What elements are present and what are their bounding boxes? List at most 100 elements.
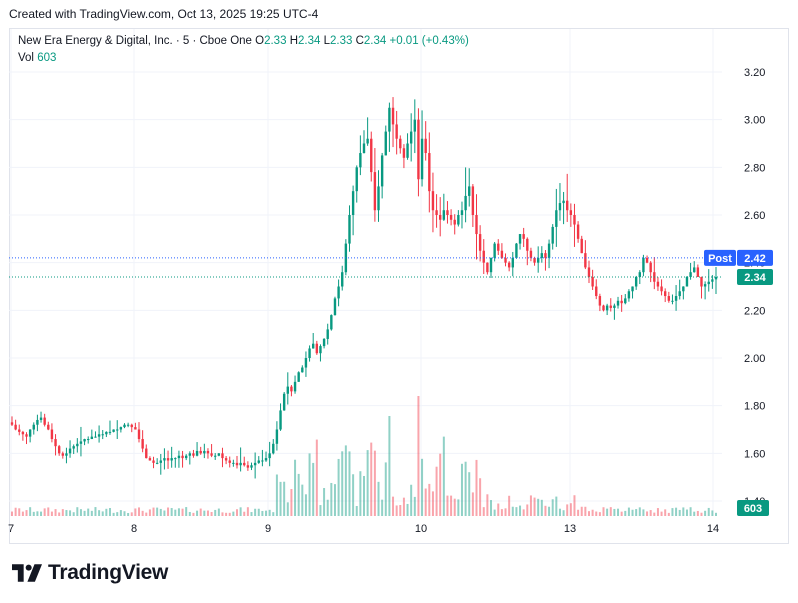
candle-body [47, 424, 50, 430]
candle-body [301, 367, 304, 373]
volume-bar [667, 512, 670, 516]
candle-body [362, 143, 366, 154]
candle-body [446, 210, 449, 215]
candle-body [87, 439, 90, 441]
volume-bar [330, 482, 333, 516]
volume-bar [116, 512, 119, 516]
candle-body [529, 250, 533, 258]
volume-bar [435, 466, 438, 516]
volume-bar [566, 504, 569, 516]
candle-body [304, 358, 308, 368]
candle-body [224, 458, 228, 461]
x-tick-label: 13 [564, 523, 576, 535]
candle-body [489, 257, 493, 273]
candle-body [286, 386, 289, 394]
volume-bar [119, 510, 122, 516]
candle-body [696, 267, 700, 277]
candle-body [272, 443, 275, 454]
volume-bar [21, 511, 24, 516]
x-tick-label: 9 [265, 523, 271, 535]
candle-body [101, 434, 104, 436]
volume-bar [392, 496, 395, 516]
volume-bar [54, 509, 57, 516]
volume-bar [479, 478, 482, 516]
candle-body [152, 460, 155, 463]
candle-body [341, 272, 344, 287]
volume-bar [239, 507, 242, 516]
candle-body [442, 210, 446, 220]
volume-bar [243, 511, 246, 516]
volume-bar [421, 458, 424, 516]
volume-bar [606, 508, 609, 516]
volume-bar [344, 445, 347, 516]
volume-value: 603 [37, 52, 57, 64]
volume-bar [490, 500, 493, 516]
candle-body [620, 300, 623, 304]
volume-bar [439, 453, 442, 516]
volume-badge [737, 500, 769, 516]
candle-body [435, 210, 438, 215]
candle-body [700, 276, 703, 287]
volume-bar [29, 507, 32, 516]
candle-body [460, 210, 464, 215]
volume-bar [333, 484, 336, 516]
candle-body [18, 429, 21, 432]
y-tick-label: 2.80 [744, 162, 765, 174]
candle-body [359, 153, 362, 168]
candle-body [370, 138, 373, 173]
volume-bar [47, 507, 50, 516]
volume-bar [693, 511, 696, 516]
volume-bar [323, 488, 326, 516]
candle-body [457, 215, 460, 225]
candle-body [406, 143, 409, 158]
candle-body [228, 460, 231, 463]
volume-bar [453, 498, 456, 516]
candle-body [282, 393, 286, 411]
candle-body [631, 286, 634, 292]
volume-bar [304, 494, 307, 516]
volume-bar [170, 508, 173, 516]
candle-body [76, 443, 79, 447]
candle-body [609, 305, 612, 308]
volume-bar [105, 508, 108, 516]
candle-body [660, 286, 663, 292]
volume-bar [261, 510, 264, 516]
volume-bar [228, 512, 231, 516]
candle-body [497, 243, 500, 251]
volume-bar [442, 436, 445, 516]
candle-body [616, 300, 620, 306]
candle-body [634, 276, 638, 287]
volume-bar [312, 462, 315, 516]
candle-body [576, 224, 580, 239]
volume-bar [620, 511, 623, 516]
volume-bar [61, 509, 64, 516]
close-label: C [355, 35, 364, 47]
volume-bar [627, 507, 630, 516]
volume-bar [50, 511, 53, 516]
volume-bar [464, 461, 467, 516]
candle-body [587, 267, 591, 277]
volume-bar [366, 450, 369, 516]
tradingview-logo[interactable]: TradingView [12, 561, 168, 585]
candle-body [536, 257, 540, 263]
volume-bars [11, 396, 717, 516]
volume-bar [301, 484, 304, 516]
volume-bar [493, 509, 496, 516]
volume-bar [471, 492, 474, 516]
volume-bar [511, 506, 514, 516]
candle-body [174, 458, 177, 460]
candle-body [232, 462, 235, 464]
candle-body [297, 372, 300, 382]
chart-frame[interactable] [9, 28, 789, 544]
high-label: H [289, 35, 298, 47]
volume-bar [268, 509, 271, 516]
volume-bar [402, 497, 405, 516]
candle-body [221, 453, 224, 459]
volume-bar [696, 510, 699, 516]
candle-body [43, 417, 46, 425]
volume-bar [130, 512, 133, 516]
y-tick-label: 2.00 [744, 353, 765, 365]
volume-bar [98, 510, 101, 516]
candle-body [605, 305, 609, 311]
